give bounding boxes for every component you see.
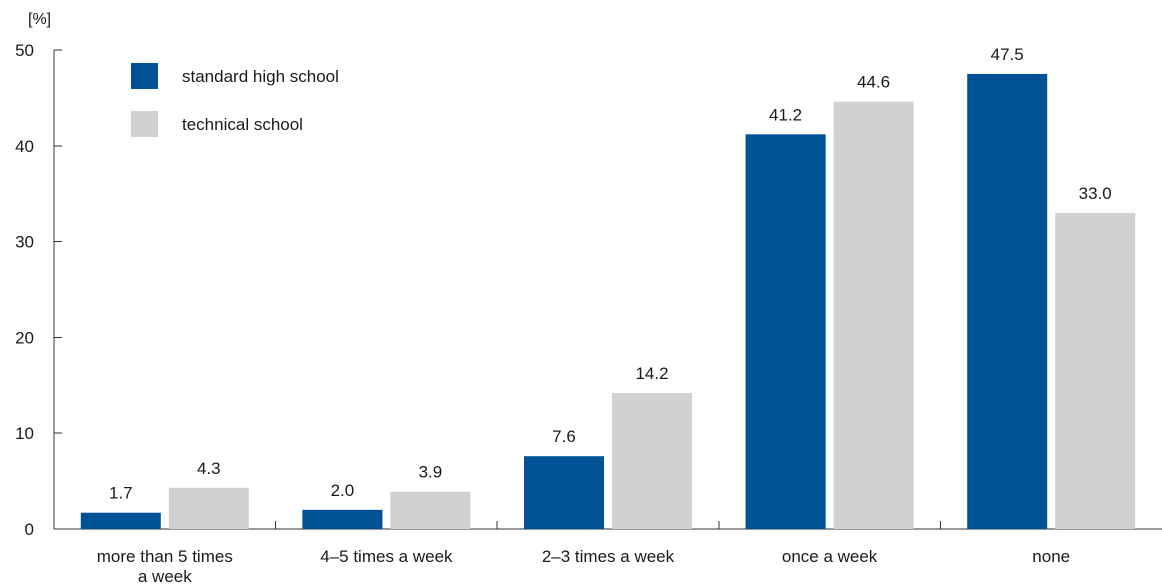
category-label: more than 5 times — [97, 547, 233, 566]
bar-value-label: 4.3 — [197, 459, 221, 478]
bar-value-label: 47.5 — [991, 45, 1024, 64]
y-tick-label: 20 — [15, 328, 34, 347]
bar-value-label: 3.9 — [419, 463, 443, 482]
legend-label: technical school — [182, 115, 303, 134]
bar-standard-high-school — [524, 456, 604, 529]
bar-standard-high-school — [80, 512, 161, 529]
bar-value-label: 44.6 — [857, 73, 890, 92]
y-tick-label: 0 — [25, 520, 34, 539]
bar-technical-school — [168, 487, 249, 529]
category-label: 2–3 times a week — [542, 547, 675, 566]
category-label: a week — [138, 567, 192, 586]
category-label: 4–5 times a week — [320, 547, 453, 566]
bar-value-label: 1.7 — [109, 484, 133, 503]
legend-swatch — [131, 111, 158, 137]
data-labels: 1.7 4.3 2.0 3.9 7.6 14.2 41.2 44.6 47.5 33.0 — [109, 45, 1112, 503]
bar-technical-school — [833, 101, 914, 530]
bar-value-label: 41.2 — [769, 105, 802, 124]
bar-value-label: 33.0 — [1079, 184, 1112, 203]
legend-swatch — [131, 63, 158, 89]
bar-standard-high-school — [745, 134, 826, 529]
bars — [80, 73, 1136, 530]
y-unit-label: [%] — [28, 11, 51, 28]
bar-technical-school — [612, 392, 692, 529]
bar-value-label: 7.6 — [552, 427, 576, 446]
legend: standard high school technical school — [131, 63, 339, 137]
y-tick-label: 10 — [15, 424, 34, 443]
bar-technical-school — [1055, 212, 1136, 530]
bar-value-label: 14.2 — [635, 364, 668, 383]
y-tick-label: 40 — [15, 137, 34, 156]
bar-value-label: 2.0 — [331, 481, 355, 500]
category-label: none — [1032, 547, 1070, 566]
bar-standard-high-school — [302, 509, 383, 529]
y-tick-label: 50 — [15, 41, 34, 60]
bar-technical-school — [390, 491, 471, 529]
category-label: once a week — [782, 547, 878, 566]
y-tick-label: 30 — [15, 233, 34, 252]
legend-label: standard high school — [182, 67, 339, 86]
bar-standard-high-school — [967, 73, 1048, 529]
